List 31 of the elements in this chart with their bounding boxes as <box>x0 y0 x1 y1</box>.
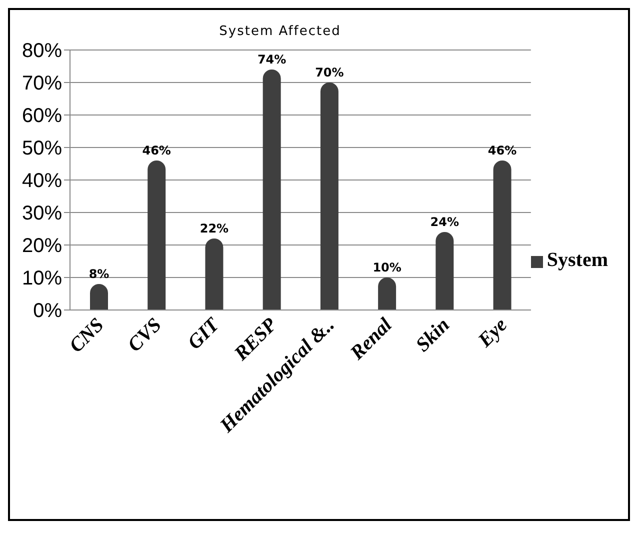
bar <box>262 70 281 310</box>
data-label: 8% <box>88 267 110 281</box>
y-tick-label: 10% <box>22 268 62 290</box>
x-tick-label: GIT <box>184 313 224 354</box>
y-tick-label: 70% <box>22 72 62 95</box>
y-tick-label: 30% <box>22 202 62 225</box>
data-label: 46% <box>142 144 171 158</box>
x-tick-label: Eye <box>473 314 512 352</box>
x-tick-label: CVS <box>124 314 166 356</box>
data-label: 22% <box>200 222 229 236</box>
y-tick-label: 40% <box>22 170 62 192</box>
chart-title: System Affected <box>218 24 342 39</box>
x-tick-label: CNS <box>65 314 108 358</box>
x-tick-label: Skin <box>412 314 454 356</box>
bar <box>148 160 166 310</box>
data-label: 70% <box>315 66 344 80</box>
y-tick-label: 0% <box>33 300 62 322</box>
y-tick-label: 80% <box>22 40 62 62</box>
data-label: 74% <box>257 52 286 66</box>
bar <box>436 232 454 310</box>
bar <box>378 278 396 310</box>
y-tick-label: 60% <box>22 105 62 128</box>
bar <box>205 238 224 310</box>
legend-label: System <box>546 248 608 270</box>
data-label: 46% <box>488 144 517 158</box>
data-label: 10% <box>372 260 402 274</box>
data-label: 24% <box>430 215 460 229</box>
y-tick-label: 20% <box>22 235 62 258</box>
bar <box>320 82 338 310</box>
y-tick-label: 50% <box>22 138 62 160</box>
bar <box>493 160 512 310</box>
